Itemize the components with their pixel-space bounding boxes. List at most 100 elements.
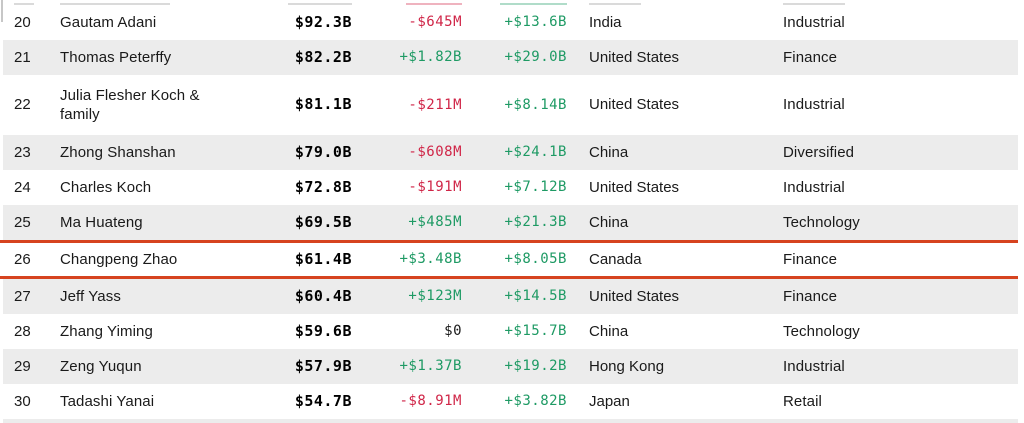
clipped-row-remnant (406, 3, 462, 5)
country-cell: Hong Kong (589, 357, 665, 375)
billionaire-row[interactable]: 26 Changpeng Zhao $61.4B +$3.48B +$8.05B… (0, 240, 1018, 279)
country-cell: Canada (589, 250, 642, 268)
net-worth-cell: $54.7B (294, 391, 352, 410)
industry-cell: Retail (783, 392, 822, 410)
name-cell: Zeng Yuqun (60, 357, 142, 375)
billionaire-row[interactable]: 27 Jeff Yass $60.4B +$123M +$14.5B Unite… (0, 279, 1018, 314)
country-cell: United States (589, 178, 680, 196)
clipped-row-remnant (589, 3, 641, 5)
billionaire-row[interactable]: 30 Tadashi Yanai $54.7B -$8.91M +$3.82B … (0, 384, 1018, 419)
name-cell: Tadashi Yanai (60, 392, 155, 410)
net-worth-cell: $92.3B (294, 12, 352, 31)
daily-change-cell: -$211M (408, 96, 462, 113)
daily-change-cell: -$608M (408, 144, 462, 161)
name-cell: Charles Koch (60, 178, 152, 196)
billionaire-row[interactable]: 25 Ma Huateng $69.5B +$485M +$21.3B Chin… (0, 205, 1018, 240)
ytd-change-cell: +$8.14B (504, 96, 567, 113)
name-cell: Changpeng Zhao (60, 250, 178, 268)
daily-change-cell: -$191M (408, 179, 462, 196)
industry-cell: Industrial (783, 357, 845, 375)
clipped-previous-row (0, 0, 1018, 5)
country-cell: India (589, 13, 622, 31)
billionaire-row[interactable]: 20 Gautam Adani $92.3B -$645M +$13.6B In… (0, 5, 1018, 40)
ytd-change-cell: +$14.5B (504, 288, 567, 305)
ytd-change-cell: +$15.7B (504, 323, 567, 340)
name-cell: Zhong Shanshan (60, 143, 176, 161)
industry-cell: Technology (783, 322, 860, 340)
country-cell: Japan (589, 392, 630, 410)
net-worth-cell: $59.6B (294, 321, 352, 340)
billionaire-row[interactable]: 21 Thomas Peterffy $82.2B +$1.82B +$29.0… (0, 40, 1018, 75)
table-body: 20 Gautam Adani $92.3B -$645M +$13.6B In… (0, 5, 1018, 419)
net-worth-cell: $60.4B (294, 286, 352, 305)
industry-cell: Finance (783, 287, 838, 305)
left-edge-artifact (1, 0, 3, 22)
ytd-change-cell: +$24.1B (504, 144, 567, 161)
daily-change-cell: +$1.82B (399, 49, 462, 66)
country-cell: United States (589, 96, 680, 114)
name-cell: Gautam Adani (60, 13, 157, 31)
ytd-change-cell: +$29.0B (504, 49, 567, 66)
billionaire-row[interactable]: 28 Zhang Yiming $59.6B $0 +$15.7B China … (0, 314, 1018, 349)
clipped-next-row (0, 419, 1018, 423)
country-cell: China (589, 322, 629, 340)
rank-cell: 27 (14, 287, 31, 305)
industry-cell: Finance (783, 48, 838, 66)
daily-change-cell: +$123M (408, 288, 462, 305)
rank-cell: 26 (14, 250, 31, 268)
rank-cell: 21 (14, 48, 31, 66)
billionaire-row[interactable]: 22 Julia Flesher Koch & family $81.1B -$… (0, 75, 1018, 135)
net-worth-cell: $82.2B (294, 47, 352, 66)
ytd-change-cell: +$8.05B (504, 251, 567, 268)
country-cell: United States (589, 287, 680, 305)
industry-cell: Technology (783, 213, 860, 231)
industry-cell: Industrial (783, 13, 845, 31)
clipped-row-remnant (500, 3, 567, 5)
country-cell: United States (589, 48, 680, 66)
industry-cell: Industrial (783, 178, 845, 196)
net-worth-cell: $69.5B (294, 212, 352, 231)
billionaire-row[interactable]: 23 Zhong Shanshan $79.0B -$608M +$24.1B … (0, 135, 1018, 170)
clipped-row-remnant (783, 3, 845, 5)
net-worth-cell: $72.8B (294, 177, 352, 196)
ytd-change-cell: +$7.12B (504, 179, 567, 196)
rank-cell: 22 (14, 96, 31, 114)
country-cell: China (589, 213, 629, 231)
rank-cell: 30 (14, 392, 31, 410)
name-cell: Jeff Yass (60, 287, 121, 305)
industry-cell: Industrial (783, 96, 845, 114)
industry-cell: Finance (783, 250, 838, 268)
net-worth-cell: $79.0B (294, 142, 352, 161)
clipped-row-remnant (14, 3, 34, 5)
name-cell: Ma Huateng (60, 213, 143, 231)
daily-change-cell: +$485M (408, 214, 462, 231)
net-worth-cell: $57.9B (294, 356, 352, 375)
clipped-row-remnant (288, 3, 352, 5)
daily-change-cell: $0 (444, 323, 462, 340)
daily-change-cell: -$8.91M (399, 393, 462, 410)
ytd-change-cell: +$3.82B (504, 393, 567, 410)
billionaire-row[interactable]: 24 Charles Koch $72.8B -$191M +$7.12B Un… (0, 170, 1018, 205)
ytd-change-cell: +$19.2B (504, 358, 567, 375)
clipped-row-remnant (60, 3, 170, 5)
name-cell: Julia Flesher Koch & family (60, 86, 200, 124)
daily-change-cell: +$3.48B (399, 251, 462, 268)
ytd-change-cell: +$21.3B (504, 214, 567, 231)
ytd-change-cell: +$13.6B (504, 14, 567, 31)
rank-cell: 24 (14, 178, 31, 196)
name-cell: Thomas Peterffy (60, 48, 172, 66)
rank-cell: 29 (14, 357, 31, 375)
rank-cell: 23 (14, 143, 31, 161)
rank-cell: 25 (14, 213, 31, 231)
country-cell: China (589, 143, 629, 161)
net-worth-cell: $61.4B (294, 249, 352, 268)
rank-cell: 20 (14, 13, 31, 31)
industry-cell: Diversified (783, 143, 855, 161)
name-cell: Zhang Yiming (60, 322, 153, 340)
net-worth-cell: $81.1B (294, 95, 352, 114)
rank-cell: 28 (14, 322, 31, 340)
billionaire-row[interactable]: 29 Zeng Yuqun $57.9B +$1.37B +$19.2B Hon… (0, 349, 1018, 384)
daily-change-cell: +$1.37B (399, 358, 462, 375)
daily-change-cell: -$645M (408, 14, 462, 31)
